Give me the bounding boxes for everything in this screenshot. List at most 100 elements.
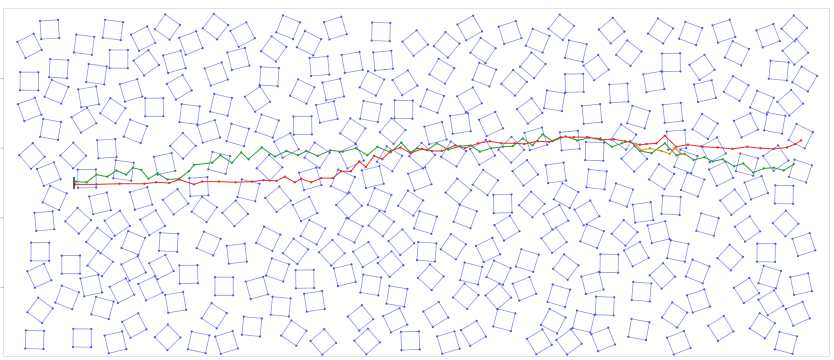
obstacle-corner	[76, 168, 79, 171]
obstacle-corner	[315, 103, 318, 107]
obstacle-corner	[317, 251, 321, 254]
obstacle-corner	[602, 288, 605, 291]
path-node	[576, 139, 579, 142]
obstacle-corner	[514, 265, 518, 268]
obstacle	[485, 259, 512, 286]
obstacle-corner	[237, 45, 240, 48]
obstacle-corner	[772, 289, 776, 292]
obstacle-square	[226, 47, 250, 71]
obstacle-corner	[260, 50, 263, 53]
obstacle	[665, 329, 692, 356]
obstacle-corner	[373, 69, 376, 72]
obstacle	[469, 138, 497, 166]
obstacle-corner	[307, 248, 310, 251]
obstacle-square	[452, 204, 478, 229]
obstacle-corner	[253, 37, 256, 40]
obstacle	[29, 241, 51, 262]
obstacle-corner	[289, 199, 292, 202]
obstacle-corner	[791, 237, 794, 240]
obstacle-corner	[16, 40, 19, 43]
obstacle-square	[359, 70, 385, 97]
obstacle-corner	[660, 316, 664, 319]
obstacle-corner	[113, 234, 116, 237]
obstacle-corner	[342, 95, 346, 98]
obstacle-corner	[415, 259, 418, 262]
obstacle-corner	[246, 212, 249, 216]
obstacle-corner	[227, 23, 230, 27]
path-node	[320, 176, 323, 180]
obstacle-corner	[292, 38, 295, 41]
path-node	[376, 145, 379, 148]
obstacle-corner	[762, 264, 765, 267]
obstacle-corner	[380, 276, 383, 279]
obstacle-corner	[456, 177, 459, 180]
obstacle-corner	[178, 36, 181, 39]
path-node	[192, 163, 196, 167]
path-node	[447, 148, 450, 151]
obstacle-corner	[582, 72, 585, 75]
obstacle-corner	[18, 154, 21, 157]
obstacle-corner	[469, 227, 472, 230]
obstacle-corner	[518, 230, 521, 233]
path-node	[211, 161, 214, 164]
obstacle	[722, 75, 750, 103]
obstacle-corner	[663, 188, 666, 191]
obstacle-square	[237, 178, 260, 202]
obstacle-square	[785, 301, 811, 327]
obstacle-corner	[810, 164, 814, 167]
obstacle-corner	[243, 242, 246, 245]
obstacle-square	[221, 200, 249, 227]
obstacle-corner	[295, 46, 298, 49]
obstacle-square	[282, 238, 309, 265]
path-node	[673, 147, 676, 150]
obstacle-corner	[233, 225, 236, 228]
obstacle-corner	[209, 110, 212, 113]
obstacle-corner	[196, 124, 199, 127]
obstacle-corner	[157, 63, 160, 67]
obstacle-corner	[501, 127, 505, 130]
obstacle-corner	[101, 36, 104, 39]
obstacle-corner	[511, 68, 515, 72]
obstacle	[85, 62, 108, 86]
obstacle-corner	[101, 275, 104, 278]
obstacle-corner	[663, 88, 666, 91]
obstacle-corner	[576, 129, 580, 132]
obstacle-corner	[551, 283, 554, 286]
obstacle-corner	[399, 253, 402, 257]
obstacle-corner	[640, 50, 643, 53]
path-node	[239, 151, 243, 154]
obstacle-corner	[498, 282, 501, 285]
obstacle-square	[789, 272, 813, 296]
obstacle-corner	[263, 225, 266, 228]
obstacle-corner	[404, 128, 407, 132]
obstacle-corner	[609, 42, 612, 45]
obstacle-corner	[518, 65, 522, 68]
obstacle-corner	[451, 132, 454, 135]
obstacle	[188, 176, 210, 198]
obstacle-square	[723, 75, 750, 102]
obstacle	[339, 117, 367, 145]
obstacle-square	[303, 290, 326, 313]
obstacle-corner	[382, 235, 385, 238]
obstacle-corner	[633, 170, 636, 173]
obstacle-square	[367, 210, 395, 237]
obstacle-square	[153, 152, 176, 176]
obstacle-corner	[353, 339, 356, 342]
path-node	[156, 172, 159, 175]
obstacle-corner	[661, 103, 664, 106]
obstacle-corner	[716, 339, 720, 343]
obstacle-corner	[620, 157, 623, 160]
obstacle-corner	[360, 204, 363, 207]
obstacle-corner	[215, 38, 219, 41]
obstacle-square	[757, 289, 784, 316]
obstacle	[186, 330, 211, 355]
obstacle-corner	[729, 269, 732, 272]
obstacle-corner	[484, 138, 487, 141]
obstacle-corner	[805, 181, 808, 184]
obstacle	[376, 250, 405, 278]
path-node	[612, 138, 615, 141]
obstacle-corner	[107, 318, 110, 321]
obstacle-corner	[137, 253, 140, 256]
obstacle	[153, 13, 182, 41]
obstacle-corner	[740, 64, 743, 67]
